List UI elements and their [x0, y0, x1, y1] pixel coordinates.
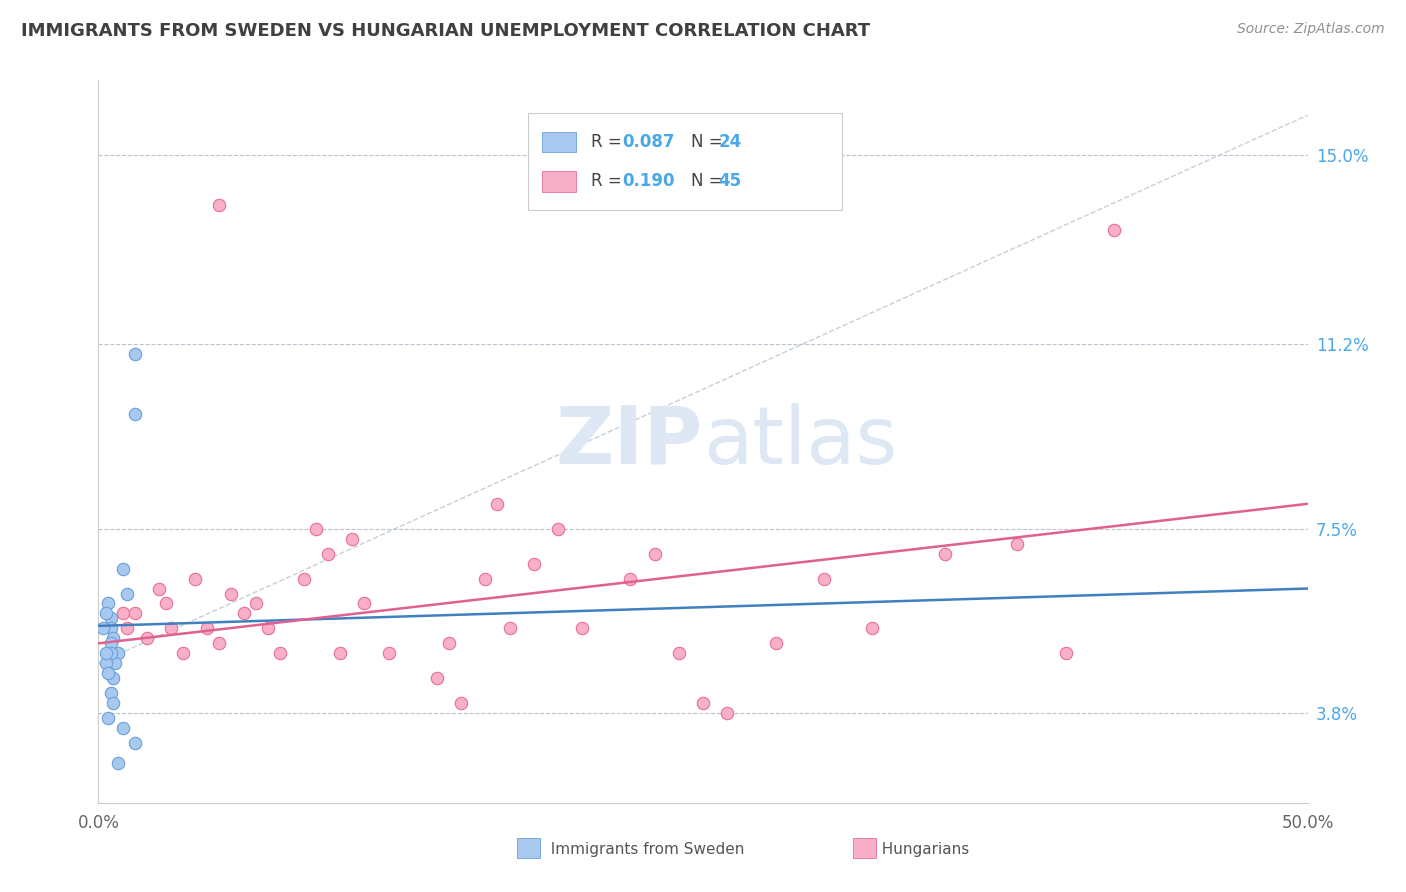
Point	[97, 666, 120, 681]
Text: N =: N =	[690, 172, 728, 190]
Point	[221, 586, 243, 600]
Bar	[543, 132, 576, 152]
Point	[117, 621, 139, 635]
Point	[104, 657, 127, 671]
Point	[124, 736, 146, 750]
Point	[208, 636, 231, 650]
Point	[124, 347, 146, 361]
Text: IMMIGRANTS FROM SWEDEN VS HUNGARIAN UNEMPLOYMENT CORRELATION CHART: IMMIGRANTS FROM SWEDEN VS HUNGARIAN UNEM…	[21, 22, 870, 40]
Text: 0.190: 0.190	[621, 172, 675, 190]
Point	[716, 706, 738, 720]
Point	[486, 497, 509, 511]
Point	[155, 597, 177, 611]
Bar	[853, 838, 876, 858]
Point	[97, 711, 120, 725]
Point	[1007, 537, 1029, 551]
Point	[124, 407, 146, 421]
Point	[184, 572, 207, 586]
Point	[1054, 646, 1077, 660]
Point	[523, 557, 546, 571]
Point	[94, 657, 117, 671]
Point	[172, 646, 194, 660]
Point	[148, 582, 170, 596]
Point	[101, 696, 124, 710]
Point	[124, 607, 146, 621]
Point	[160, 621, 183, 635]
Point	[498, 621, 520, 635]
Point	[208, 198, 231, 212]
Point	[117, 586, 139, 600]
Text: Source: ZipAtlas.com: Source: ZipAtlas.com	[1237, 22, 1385, 37]
Point	[1102, 223, 1125, 237]
Point	[101, 671, 124, 685]
Point	[305, 522, 328, 536]
Point	[619, 572, 641, 586]
Point	[342, 532, 364, 546]
Point	[107, 756, 129, 770]
Point	[101, 632, 124, 646]
Point	[316, 547, 339, 561]
Point	[765, 636, 787, 650]
Point	[269, 646, 291, 660]
Point	[437, 636, 460, 650]
FancyBboxPatch shape	[527, 112, 842, 211]
Text: 45: 45	[718, 172, 742, 190]
Point	[94, 607, 117, 621]
Point	[100, 686, 122, 700]
Point	[111, 561, 134, 575]
Point	[100, 611, 122, 625]
Point	[111, 607, 134, 621]
Point	[135, 632, 157, 646]
Point	[195, 621, 218, 635]
Point	[692, 696, 714, 710]
Point	[256, 621, 278, 635]
Text: ZIP: ZIP	[555, 402, 703, 481]
Point	[100, 646, 122, 660]
Text: R =: R =	[591, 133, 627, 151]
Point	[474, 572, 496, 586]
Text: Immigrants from Sweden: Immigrants from Sweden	[541, 842, 745, 856]
Text: 0.087: 0.087	[621, 133, 675, 151]
Bar	[543, 171, 576, 192]
Point	[292, 572, 315, 586]
Point	[111, 721, 134, 735]
Point	[94, 646, 117, 660]
Point	[107, 646, 129, 660]
Point	[353, 597, 375, 611]
Point	[813, 572, 835, 586]
Point	[860, 621, 883, 635]
Text: 24: 24	[718, 133, 742, 151]
Point	[644, 547, 666, 561]
Point	[329, 646, 352, 660]
Text: atlas: atlas	[703, 402, 897, 481]
Point	[547, 522, 569, 536]
Point	[571, 621, 593, 635]
Bar	[517, 838, 540, 858]
Point	[245, 597, 267, 611]
Text: Hungarians: Hungarians	[872, 842, 969, 856]
Point	[426, 671, 449, 685]
Point	[91, 621, 114, 635]
Point	[97, 597, 120, 611]
Point	[232, 607, 254, 621]
Point	[668, 646, 690, 660]
Point	[377, 646, 399, 660]
Point	[934, 547, 956, 561]
Text: N =: N =	[690, 133, 728, 151]
Point	[100, 621, 122, 635]
Point	[450, 696, 472, 710]
Point	[100, 636, 122, 650]
Text: R =: R =	[591, 172, 627, 190]
